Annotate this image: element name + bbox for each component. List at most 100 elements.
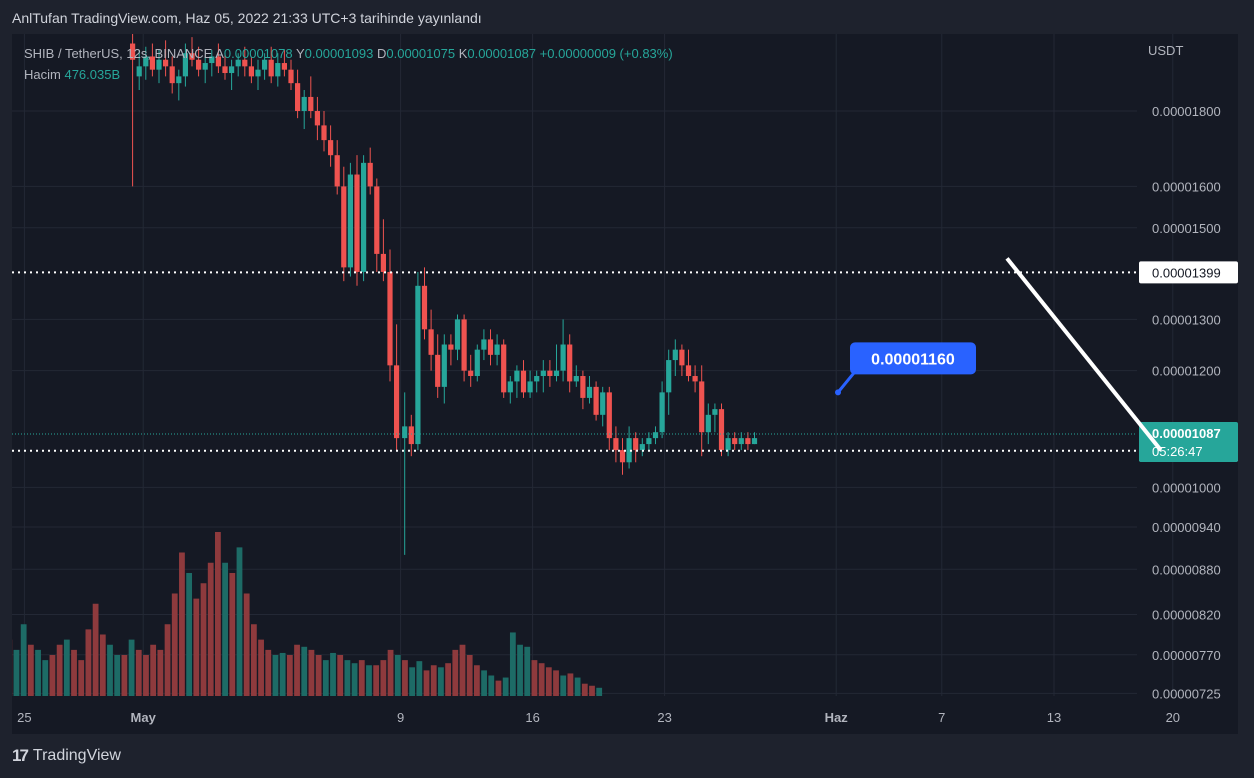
- y-tick-label: 0.00001800: [1152, 104, 1221, 119]
- candle-body: [461, 319, 467, 371]
- candle-body: [672, 349, 678, 361]
- candle-body: [281, 63, 287, 70]
- candle-body: [633, 438, 639, 451]
- volume-bar: [222, 562, 228, 696]
- candle-body: [468, 370, 474, 377]
- candle-body: [494, 344, 500, 355]
- volume-bar: [466, 655, 473, 696]
- candle-body: [415, 285, 421, 445]
- volume-bar: [301, 646, 308, 696]
- candle-body: [288, 69, 294, 84]
- candle-body: [301, 96, 307, 112]
- volume-bar: [114, 655, 121, 696]
- candle-body: [295, 83, 301, 112]
- tradingview-logo[interactable]: 17 TradingView: [12, 746, 121, 766]
- candle-body: [435, 354, 441, 387]
- y-tick-label: 0.00001000: [1152, 480, 1221, 495]
- candle-body: [130, 43, 136, 60]
- y-tick-label: 0.00000820: [1152, 607, 1221, 622]
- candle-body: [474, 349, 480, 377]
- volume-bar: [387, 649, 394, 696]
- volume-bar: [553, 670, 559, 696]
- last-price-label: 0.00001087: [1152, 426, 1221, 441]
- countdown-label: 05:26:47: [1152, 444, 1203, 459]
- candle-body: [751, 438, 758, 445]
- volume-bar: [394, 655, 401, 696]
- candle-body: [586, 386, 593, 398]
- volume-bar: [308, 649, 315, 696]
- candle-body: [189, 53, 195, 60]
- horizontal-level-tag: [1139, 261, 1238, 284]
- volume-bar: [207, 562, 214, 696]
- x-tick-label: 23: [657, 710, 671, 725]
- candle-body: [136, 66, 142, 77]
- volume-bar: [243, 593, 250, 696]
- volume-bar: [236, 547, 243, 696]
- candle-body: [514, 370, 520, 382]
- candle-body: [143, 56, 149, 67]
- x-tick-label: 13: [1047, 710, 1061, 725]
- volume-bar: [150, 644, 157, 696]
- volume-bar: [294, 644, 300, 696]
- volume-bar: [78, 660, 85, 696]
- volume-bar: [351, 663, 358, 696]
- candle-body: [314, 111, 320, 126]
- candle-body: [209, 56, 215, 64]
- volume-bar: [438, 667, 444, 696]
- candle-body: [156, 59, 162, 70]
- volume-bar: [430, 665, 437, 696]
- candle-body: [163, 59, 169, 67]
- volume-bar: [538, 663, 545, 696]
- candle-body: [361, 162, 367, 272]
- volume-bar: [473, 665, 480, 696]
- volume-bar: [171, 593, 178, 696]
- volume-bar: [85, 629, 92, 696]
- callout-anchor: [835, 389, 841, 396]
- volume-value: 476.035B: [64, 67, 121, 82]
- open-label: A: [215, 46, 224, 61]
- candle-body: [652, 432, 659, 439]
- candle-body: [705, 414, 711, 433]
- x-tick-label: May: [131, 710, 157, 725]
- candle-body: [394, 365, 400, 439]
- volume-bar: [13, 649, 20, 696]
- candle-body: [580, 376, 586, 398]
- candle-body: [402, 426, 408, 439]
- x-tick-label: Haz: [825, 710, 849, 725]
- candle-body: [692, 376, 698, 382]
- trendline: [1005, 257, 1163, 452]
- volume-bar: [373, 665, 380, 696]
- volume-bar: [488, 675, 495, 696]
- volume-bar: [135, 649, 142, 696]
- candle-body: [520, 370, 527, 393]
- volume-bar: [481, 670, 487, 696]
- volume-bar: [574, 677, 581, 696]
- volume-bar: [502, 677, 509, 696]
- volume-bar: [545, 667, 552, 696]
- volume-bar: [452, 649, 459, 696]
- y-axis-title: USDT: [1148, 43, 1183, 58]
- volume-bar: [128, 639, 135, 696]
- candle-body: [176, 76, 182, 84]
- candle-body: [196, 59, 202, 70]
- volume-bar: [416, 661, 423, 696]
- volume-bar: [250, 624, 257, 696]
- candle-body: [593, 386, 599, 415]
- volume-bar: [35, 649, 41, 696]
- volume-bar: [71, 649, 77, 696]
- symbol-label[interactable]: SHIB / TetherUS, 12s, BINANCE: [24, 46, 213, 61]
- volume-bar: [315, 655, 322, 696]
- x-tick-label: 9: [397, 710, 404, 725]
- high-value: 0.00001093: [304, 46, 374, 61]
- candle-body: [268, 59, 274, 77]
- volume-bar: [193, 598, 200, 696]
- volume-bar: [560, 675, 567, 696]
- candle-body: [262, 59, 268, 70]
- volume-bar: [229, 573, 236, 696]
- volume-bar: [215, 532, 221, 696]
- close-value: 0.00001087: [467, 46, 537, 61]
- volume-bar: [143, 655, 149, 696]
- horizontal-level-label: 0.00001399: [1152, 265, 1221, 280]
